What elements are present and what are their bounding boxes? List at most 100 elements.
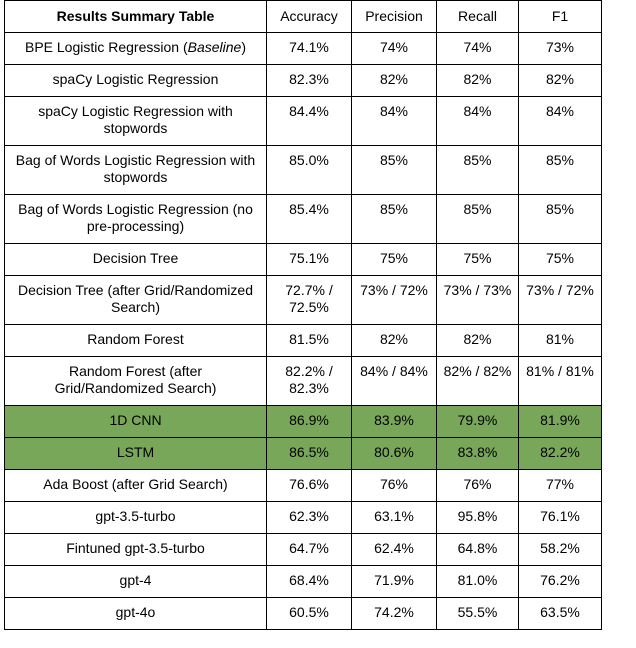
recall-cell: 95.8% (436, 501, 519, 534)
header-precision: Precision (351, 0, 437, 33)
precision-cell: 75% (351, 243, 437, 276)
precision-cell: 63.1% (351, 501, 437, 534)
f1-cell: 63.5% (518, 597, 602, 630)
recall-cell: 74% (436, 32, 519, 65)
model-name-cell: BPE Logistic Regression (Baseline) (4, 32, 267, 65)
model-name-cell: gpt-3.5-turbo (4, 501, 267, 534)
recall-cell: 82% (436, 64, 519, 97)
accuracy-cell: 64.7% (266, 533, 352, 566)
table-row: Bag of Words Logistic Regression (no pre… (4, 194, 602, 244)
f1-cell: 76.2% (518, 565, 602, 598)
model-name-cell: Decision Tree (after Grid/Randomized Sea… (4, 275, 267, 325)
accuracy-cell: 68.4% (266, 565, 352, 598)
f1-cell: 82.2% (518, 437, 602, 470)
recall-cell: 84% (436, 96, 519, 146)
precision-cell: 73% / 72% (351, 275, 437, 325)
accuracy-cell: 84.4% (266, 96, 352, 146)
model-name-text: ) (241, 39, 246, 55)
model-name-cell: Random Forest (after Grid/Randomized Sea… (4, 356, 267, 406)
precision-cell: 71.9% (351, 565, 437, 598)
table-title: Results Summary Table (4, 0, 267, 33)
precision-cell: 85% (351, 194, 437, 244)
precision-cell: 82% (351, 324, 437, 357)
f1-cell: 81% (518, 324, 602, 357)
table-row-highlighted: LSTM 86.5% 80.6% 83.8% 82.2% (4, 437, 602, 470)
recall-cell: 75% (436, 243, 519, 276)
table-row: gpt-4 68.4% 71.9% 81.0% 76.2% (4, 565, 602, 598)
precision-cell: 82% (351, 64, 437, 97)
precision-cell: 62.4% (351, 533, 437, 566)
model-name-cell: LSTM (4, 437, 267, 470)
f1-cell: 75% (518, 243, 602, 276)
precision-cell: 76% (351, 469, 437, 502)
recall-cell: 81.0% (436, 565, 519, 598)
recall-cell: 83.8% (436, 437, 519, 470)
recall-cell: 64.8% (436, 533, 519, 566)
model-name-cell: spaCy Logistic Regression with stopwords (4, 96, 267, 146)
results-summary-table-container: Results Summary Table Accuracy Precision… (4, 0, 602, 630)
model-name-emphasis: Baseline (187, 39, 242, 55)
precision-cell: 74.2% (351, 597, 437, 630)
accuracy-cell: 85.4% (266, 194, 352, 244)
f1-cell: 85% (518, 194, 602, 244)
f1-cell: 82% (518, 64, 602, 97)
f1-cell: 81.9% (518, 405, 602, 438)
precision-cell: 74% (351, 32, 437, 65)
recall-cell: 55.5% (436, 597, 519, 630)
model-name-text: BPE Logistic Regression ( (24, 39, 188, 55)
precision-cell: 84% (351, 96, 437, 146)
f1-cell: 84% (518, 96, 602, 146)
model-name-cell: Decision Tree (4, 243, 267, 276)
accuracy-cell: 85.0% (266, 145, 352, 195)
model-name-cell: 1D CNN (4, 405, 267, 438)
precision-cell: 85% (351, 145, 437, 195)
recall-cell: 73% / 73% (436, 275, 519, 325)
table-row: Decision Tree (after Grid/Randomized Sea… (4, 275, 602, 325)
recall-cell: 82% (436, 324, 519, 357)
accuracy-cell: 74.1% (266, 32, 352, 65)
model-name-cell: gpt-4 (4, 565, 267, 598)
recall-cell: 85% (436, 194, 519, 244)
accuracy-cell: 86.5% (266, 437, 352, 470)
table-row: Fintuned gpt-3.5-turbo 64.7% 62.4% 64.8%… (4, 533, 602, 566)
results-summary-table: Results Summary Table Accuracy Precision… (4, 0, 602, 630)
table-row: Decision Tree 75.1% 75% 75% 75% (4, 243, 602, 276)
recall-cell: 76% (436, 469, 519, 502)
precision-cell: 80.6% (351, 437, 437, 470)
accuracy-cell: 82.2% / 82.3% (266, 356, 352, 406)
model-name-cell: Ada Boost (after Grid Search) (4, 469, 267, 502)
table-row: Random Forest (after Grid/Randomized Sea… (4, 356, 602, 406)
f1-cell: 58.2% (518, 533, 602, 566)
precision-cell: 83.9% (351, 405, 437, 438)
f1-cell: 81% / 81% (518, 356, 602, 406)
model-name-cell: Bag of Words Logistic Regression (no pre… (4, 194, 267, 244)
model-name-cell: gpt-4o (4, 597, 267, 630)
table-row: Bag of Words Logistic Regression with st… (4, 145, 602, 195)
recall-cell: 79.9% (436, 405, 519, 438)
header-accuracy: Accuracy (266, 0, 352, 33)
accuracy-cell: 76.6% (266, 469, 352, 502)
table-row: spaCy Logistic Regression with stopwords… (4, 96, 602, 146)
header-recall: Recall (436, 0, 519, 33)
table-row: gpt-3.5-turbo 62.3% 63.1% 95.8% 76.1% (4, 501, 602, 534)
recall-cell: 82% / 82% (436, 356, 519, 406)
header-f1: F1 (518, 0, 602, 33)
accuracy-cell: 75.1% (266, 243, 352, 276)
model-name-cell: Bag of Words Logistic Regression with st… (4, 145, 267, 195)
f1-cell: 73% (518, 32, 602, 65)
header-row: Results Summary Table Accuracy Precision… (4, 0, 602, 33)
accuracy-cell: 81.5% (266, 324, 352, 357)
table-row: Random Forest 81.5% 82% 82% 81% (4, 324, 602, 357)
accuracy-cell: 82.3% (266, 64, 352, 97)
model-name-cell: Fintuned gpt-3.5-turbo (4, 533, 267, 566)
accuracy-cell: 72.7% / 72.5% (266, 275, 352, 325)
accuracy-cell: 86.9% (266, 405, 352, 438)
accuracy-cell: 60.5% (266, 597, 352, 630)
recall-cell: 85% (436, 145, 519, 195)
model-name-cell: Random Forest (4, 324, 267, 357)
model-name-cell: spaCy Logistic Regression (4, 64, 267, 97)
table-row: Ada Boost (after Grid Search) 76.6% 76% … (4, 469, 602, 502)
precision-cell: 84% / 84% (351, 356, 437, 406)
table-row: BPE Logistic Regression (Baseline) 74.1%… (4, 32, 602, 65)
accuracy-cell: 62.3% (266, 501, 352, 534)
